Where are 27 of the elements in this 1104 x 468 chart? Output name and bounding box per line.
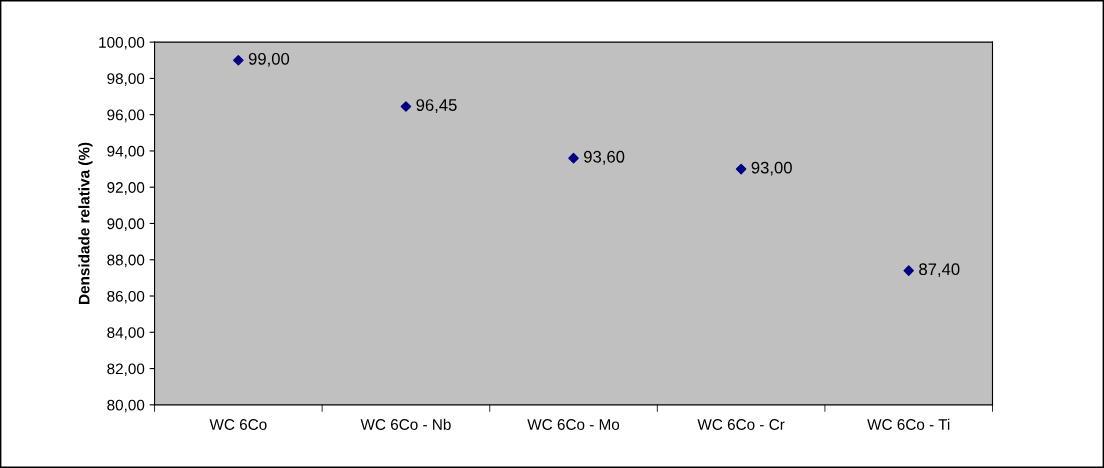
- data-label: 99,00: [248, 52, 290, 67]
- y-tick-label: 100,00: [99, 36, 145, 50]
- y-tick-label: 98,00: [107, 73, 145, 86]
- y-tick-label: 82,00: [107, 363, 145, 377]
- x-tick-label: WC 6Co - Nb: [360, 418, 451, 430]
- data-label: 93,00: [751, 161, 792, 176]
- y-tick-label: 84,00: [107, 327, 145, 340]
- y-axis-title: Densidade relativa (%): [78, 142, 93, 304]
- x-tick-label: WC 6Co - Ti: [867, 418, 950, 430]
- y-tick-label: 88,00: [107, 254, 145, 268]
- point: [568, 152, 579, 164]
- y-tick-label: 96,00: [107, 109, 145, 123]
- data-label: 87,40: [919, 263, 960, 278]
- x-tick-label: WC 6Co - Cr: [697, 419, 785, 430]
- x-tick-label: WC 6Co - Mo: [527, 419, 620, 430]
- data-label: 93,60: [584, 150, 625, 165]
- data-label: 96,45: [416, 99, 457, 113]
- y-tick-label: 94,00: [107, 145, 145, 159]
- x-tick-label: WC 6Co: [209, 419, 267, 430]
- y-tick-label: 80,00: [107, 399, 145, 413]
- y-tick-label: 90,00: [107, 218, 145, 231]
- point: [903, 265, 915, 276]
- point: [400, 101, 412, 112]
- point: [233, 54, 244, 66]
- point: [735, 163, 747, 175]
- y-tick-label: 92,00: [107, 182, 145, 195]
- y-tick-label: 86,00: [107, 290, 145, 304]
